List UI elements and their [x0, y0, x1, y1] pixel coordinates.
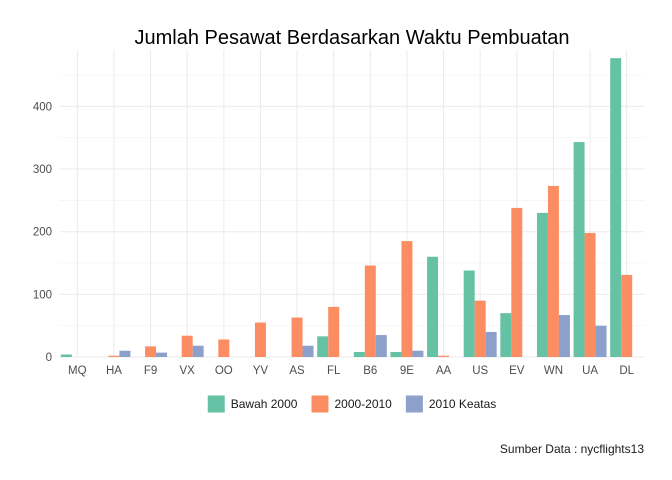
bar-9e-bawah-2000 — [390, 351, 402, 357]
legend-label-bawah-2000: Bawah 2000 — [231, 397, 298, 411]
chart-title: Jumlah Pesawat Berdasarkan Waktu Pembuat… — [134, 27, 569, 49]
legend-key-2000-2010 — [311, 395, 329, 413]
x-tick-label: FL — [327, 365, 341, 377]
bar-dl-bawah-2000 — [610, 58, 622, 357]
bar-ua-2010-keatas — [595, 325, 607, 357]
bar-mq-bawah-2000 — [60, 354, 72, 357]
x-tick-label: B6 — [363, 365, 377, 377]
bar-b6-2000-2010 — [364, 265, 376, 357]
bar-ev-2000-2010 — [511, 207, 523, 357]
bar-oo-2000-2010 — [218, 339, 230, 357]
bar-vx-2010-keatas — [192, 345, 204, 357]
bar-aa-2000-2010 — [438, 355, 450, 357]
bar-9e-2010-keatas — [412, 350, 424, 357]
x-tick-label: WN — [544, 365, 563, 377]
legend-label-2000-2010: 2000-2010 — [334, 397, 392, 411]
x-tick-label: DL — [619, 365, 634, 377]
legend-label-2010-keatas: 2010 Keatas — [429, 397, 496, 411]
bar-ua-2000-2010 — [584, 232, 596, 357]
chart-caption: Sumber Data : nycflights13 — [500, 442, 644, 456]
legend-key-bawah-2000 — [207, 395, 225, 413]
bar-fl-bawah-2000 — [317, 336, 329, 357]
x-tick-label: AS — [289, 365, 305, 377]
bar-wn-2000-2010 — [547, 185, 559, 357]
y-tick-label: 0 — [46, 352, 52, 364]
x-tick-label: YV — [253, 365, 269, 377]
bar-ha-2000-2010 — [108, 355, 120, 357]
bar-us-2010-keatas — [485, 331, 497, 357]
x-tick-label: UA — [582, 365, 598, 377]
x-tick-label: EV — [509, 365, 525, 377]
y-tick-label: 200 — [33, 227, 52, 239]
bar-f9-2000-2010 — [145, 346, 157, 357]
x-tick-label: US — [472, 365, 488, 377]
bar-vx-2000-2010 — [181, 335, 193, 357]
y-tick-label: 400 — [33, 101, 52, 113]
bar-ha-2010-keatas — [119, 350, 131, 357]
x-tick-label: 9E — [400, 365, 414, 377]
x-tick-label: F9 — [144, 365, 157, 377]
bar-9e-2000-2010 — [401, 241, 413, 357]
bar-yv-2000-2010 — [254, 322, 266, 357]
legend: Bawah 2000 2000-2010 2010 Keatas — [207, 395, 496, 413]
legend-key-2010-keatas — [405, 395, 423, 413]
bar-wn-bawah-2000 — [536, 212, 548, 357]
bar-f9-2010-keatas — [156, 352, 168, 357]
x-axis: MQ HA F9 VX OO YV AS FL B6 9E AA US EV WN UA DL — [68, 365, 635, 377]
bar-as-2010-keatas — [302, 345, 314, 357]
bar-wn-2010-keatas — [558, 315, 570, 357]
x-tick-label: HA — [106, 365, 122, 377]
bar-us-2000-2010 — [474, 300, 486, 357]
bar-as-2000-2010 — [291, 317, 303, 357]
y-axis: 0 100 200 300 400 — [33, 101, 52, 364]
bar-b6-bawah-2000 — [353, 351, 365, 357]
bar-us-bawah-2000 — [463, 270, 475, 357]
x-tick-label: VX — [180, 365, 196, 377]
y-tick-label: 300 — [33, 164, 52, 176]
bar-b6-2010-keatas — [375, 335, 387, 357]
bar-ev-bawah-2000 — [500, 313, 512, 357]
bar-aa-bawah-2000 — [427, 256, 439, 357]
bar-dl-2000-2010 — [621, 274, 633, 357]
x-tick-label: OO — [215, 365, 233, 377]
x-tick-label: MQ — [68, 365, 87, 377]
bars — [60, 58, 633, 357]
x-tick-label: AA — [436, 365, 452, 377]
bar-ua-bawah-2000 — [573, 142, 585, 357]
y-tick-label: 100 — [33, 289, 52, 301]
bar-fl-2000-2010 — [328, 306, 340, 357]
